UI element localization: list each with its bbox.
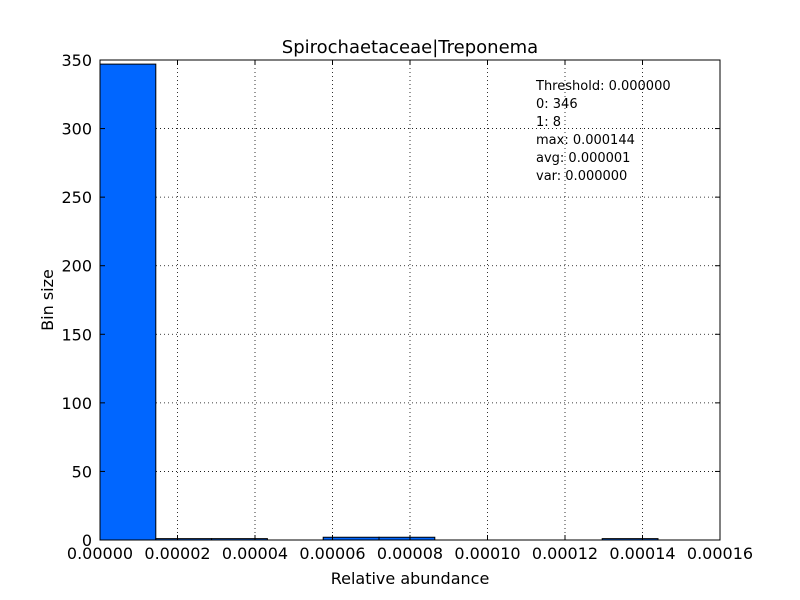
x-axis-label: Relative abundance (331, 569, 490, 588)
stats-annotation-line: avg: 0.000001 (536, 151, 630, 166)
x-tick-label: 0.00004 (222, 544, 288, 563)
x-tick-label: 0.00000 (67, 544, 133, 563)
y-axis-ticks: 0 50 100 150 200 250 300 350 (61, 51, 720, 550)
x-tick-label: 0.00016 (687, 544, 753, 563)
x-tick-label: 0.00014 (609, 544, 675, 563)
stats-annotation-line: Threshold: 0.000000 (535, 79, 671, 94)
stats-annotation-line: 1: 8 (536, 115, 561, 130)
grid-lines (100, 60, 720, 540)
stats-annotation-line: var: 0.000000 (536, 169, 627, 184)
stats-annotation: Threshold: 0.000000 0: 346 1: 8 max: 0.0001… (535, 79, 671, 184)
x-tick-label: 0.00010 (454, 544, 520, 563)
stats-annotation-line: 0: 346 (536, 97, 578, 112)
y-tick-label: 350 (61, 51, 92, 70)
x-tick-label: 0.00006 (299, 544, 365, 563)
stats-annotation-line: max: 0.000144 (536, 133, 635, 148)
histogram-bar (99, 63, 157, 541)
y-tick-label: 100 (61, 394, 92, 413)
y-tick-label: 0 (82, 531, 92, 550)
x-tick-label: 0.00008 (377, 544, 443, 563)
chart-title: Spirochaetaceae|Treponema (282, 37, 538, 58)
y-axis-label: Bin size (38, 269, 57, 331)
y-tick-label: 250 (61, 188, 92, 207)
x-tick-label: 0.00002 (144, 544, 210, 563)
y-tick-label: 200 (61, 257, 92, 276)
y-tick-label: 50 (72, 462, 92, 481)
x-tick-label: 0.00012 (532, 544, 598, 563)
x-axis-ticks: 0.00000 0.00002 0.00004 0.00006 0.00008 0.000… (67, 60, 753, 563)
y-tick-label: 300 (61, 120, 92, 139)
y-tick-label: 150 (61, 325, 92, 344)
